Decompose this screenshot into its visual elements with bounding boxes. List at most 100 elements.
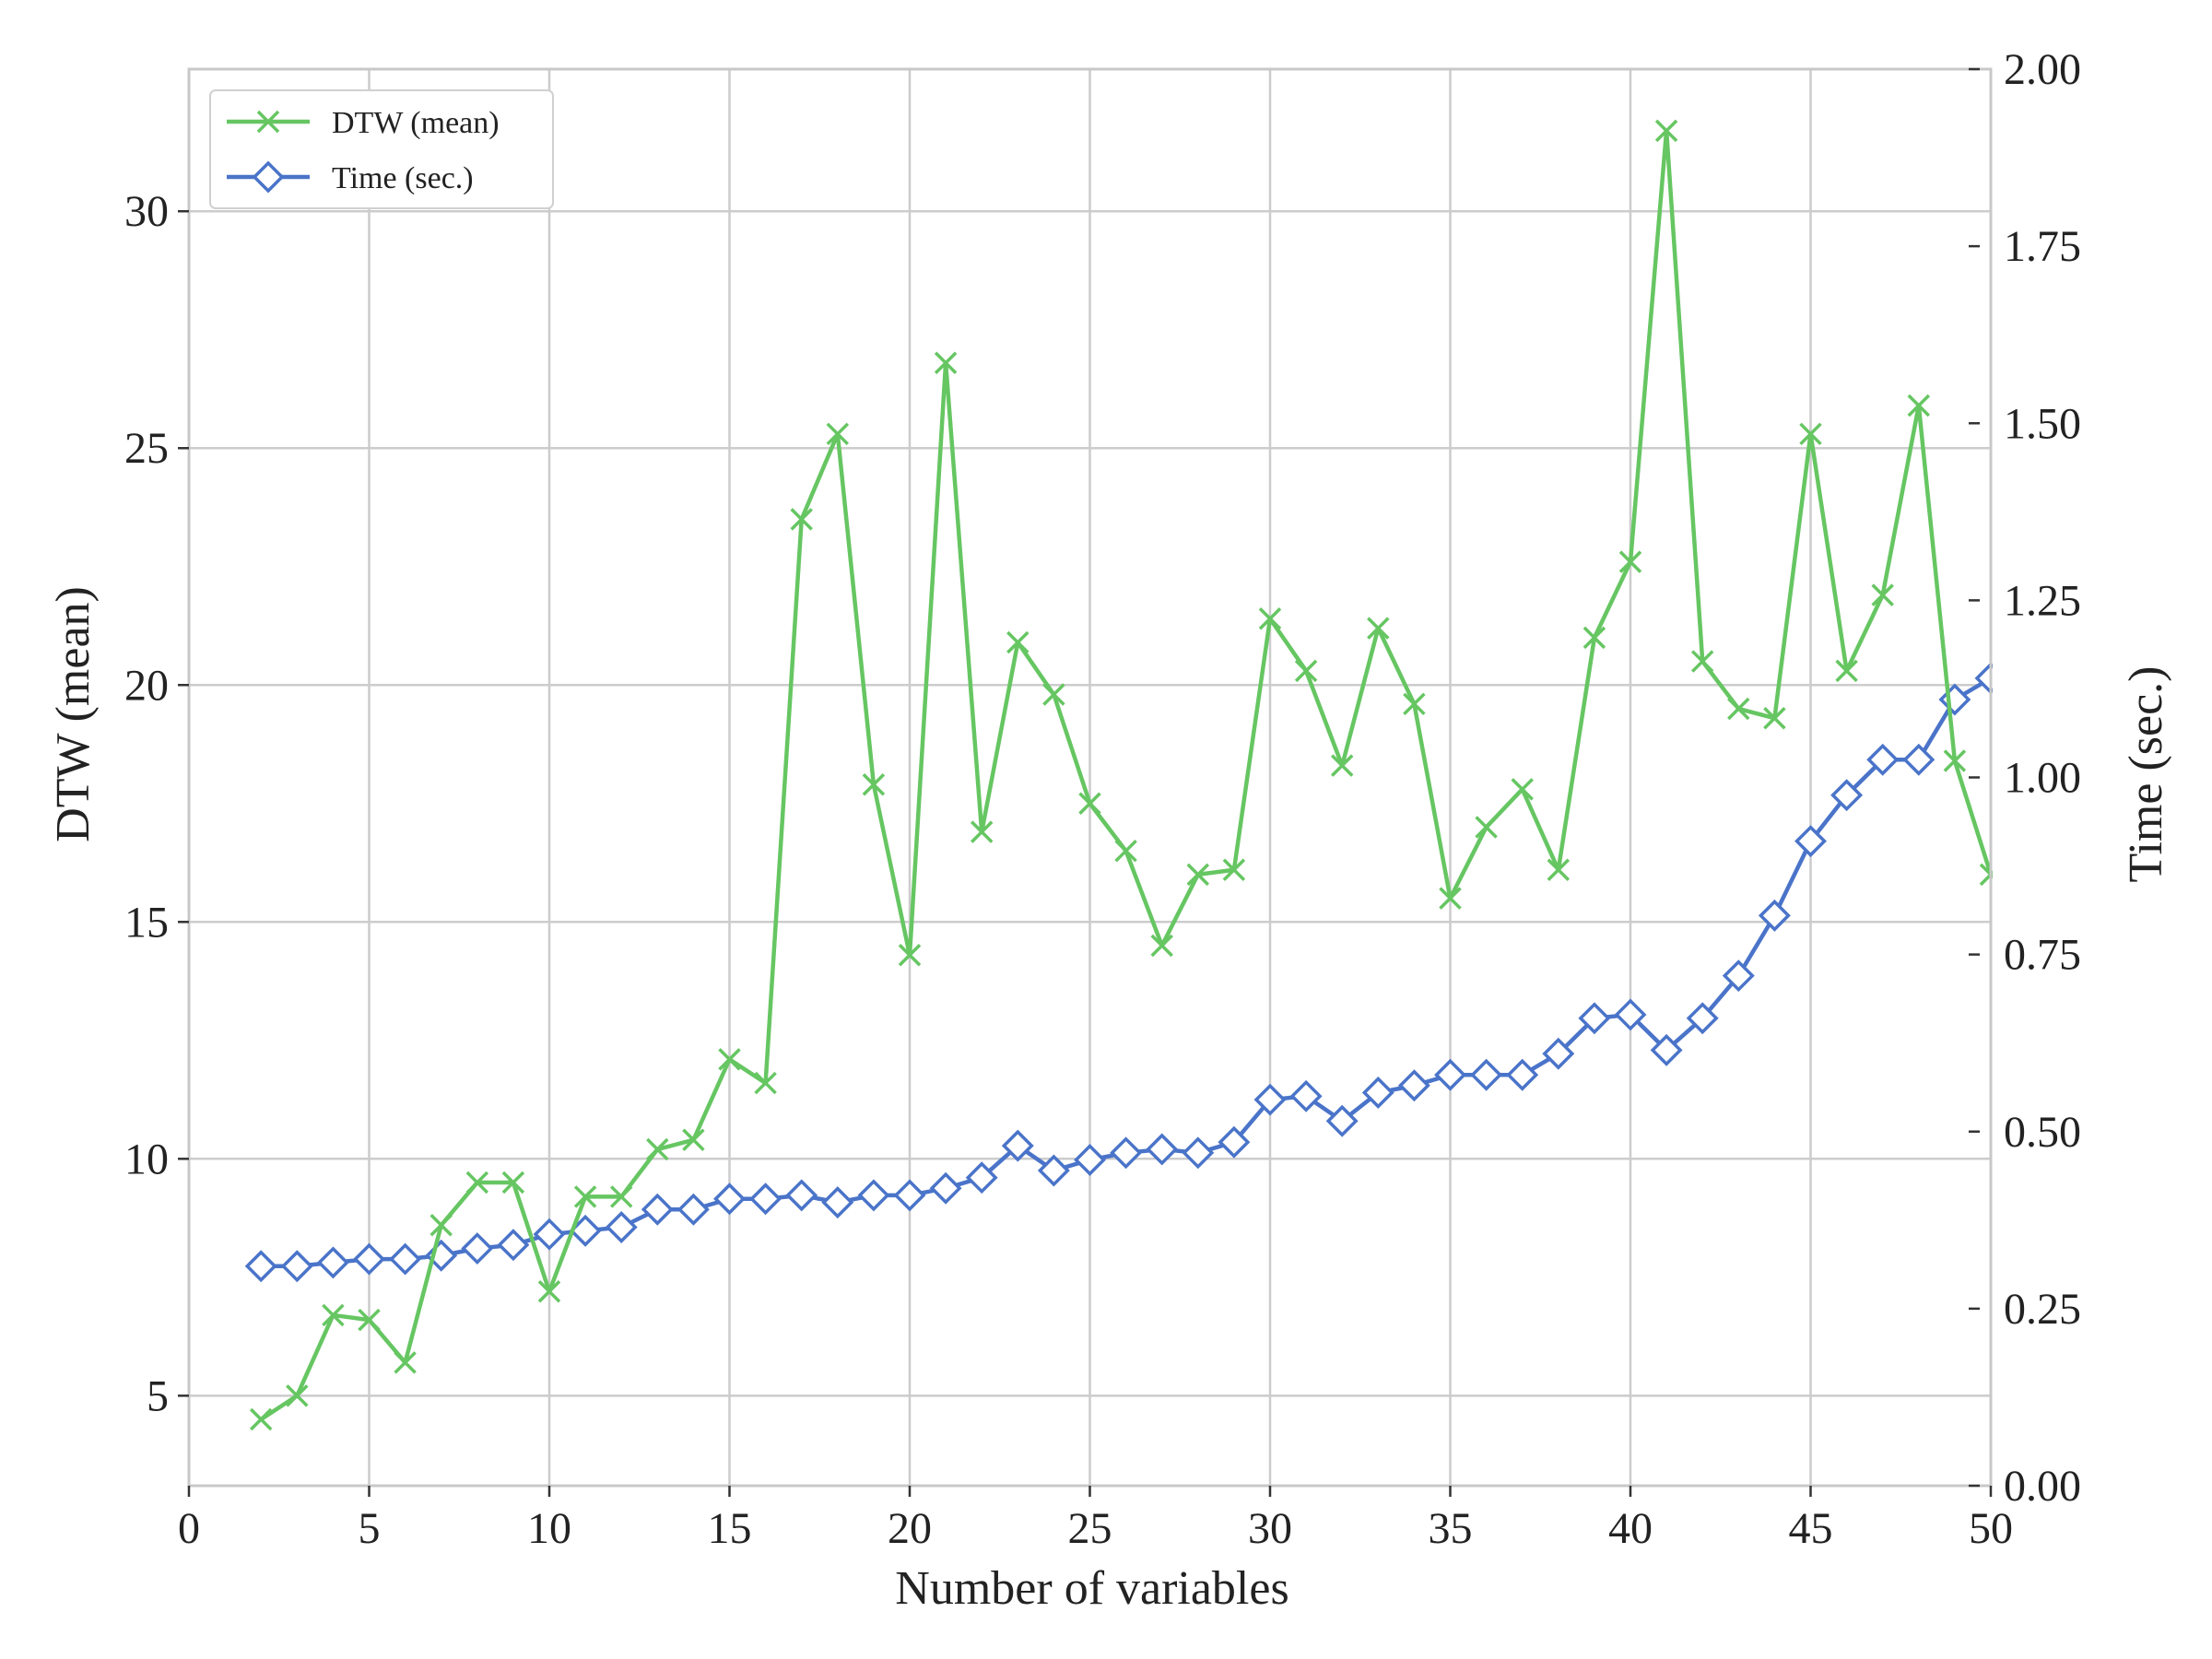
dtw-point [1871, 583, 1894, 606]
dtw-point [249, 1407, 273, 1431]
dtw-point [862, 772, 886, 796]
dtw-point [1222, 858, 1246, 881]
time-point [1758, 899, 1791, 932]
dtw-point-stroke-b [754, 1071, 777, 1095]
legend-entry: DTW (mean) [227, 106, 500, 140]
dtw-point [682, 1128, 705, 1151]
dtw-point-stroke-b [718, 1048, 741, 1071]
time-point [1397, 1069, 1430, 1102]
time-point [1146, 1133, 1179, 1166]
dtw-point [1618, 550, 1642, 573]
dtw-point-stroke-b [1907, 394, 1931, 418]
time-point [1325, 1104, 1359, 1137]
time-point [461, 1232, 494, 1265]
dtw-point [394, 1351, 417, 1374]
dtw-point [1475, 816, 1498, 839]
dtw-point [1330, 754, 1354, 777]
time-point [1614, 998, 1647, 1031]
dtw-point-stroke-b [465, 1171, 489, 1194]
x-tick-label: 25 [1068, 1504, 1112, 1553]
time-point [389, 1242, 422, 1276]
time-point [1470, 1058, 1503, 1091]
x-tick-label: 30 [1248, 1504, 1292, 1553]
dtw-point [1258, 607, 1282, 630]
dtw-point-stroke-b [934, 351, 958, 374]
dtw-point [1511, 778, 1534, 801]
dtw-point [1078, 792, 1101, 816]
dtw-point-stroke-b [1042, 683, 1065, 706]
dtw-point-stroke-b [394, 1351, 417, 1374]
dtw-point-stroke-b [1690, 650, 1714, 673]
x-tick-label: 45 [1789, 1504, 1833, 1553]
legend-entries: DTW (mean) Time (sec.) [227, 106, 500, 195]
dtw-point [1114, 839, 1137, 863]
dtw-point [322, 1303, 345, 1327]
y2-tick-label: 0.75 [2004, 931, 2081, 980]
dtw-point [790, 508, 813, 531]
dtw-point-stroke-b [1222, 858, 1246, 881]
dtw-point-stroke-b [1727, 697, 1750, 721]
time-point [749, 1182, 782, 1216]
dtw-point [1835, 659, 1858, 683]
time-point [280, 1250, 313, 1283]
dtw-point-stroke-b [1547, 858, 1571, 881]
y-tick-label: 10 [124, 1135, 169, 1183]
y-tick-label: 15 [124, 898, 169, 947]
dtw-point [1547, 858, 1571, 881]
legend-label: Time (sec.) [332, 161, 474, 195]
dtw-point [1006, 630, 1030, 654]
time-point [1902, 743, 1936, 776]
time-point [965, 1161, 998, 1194]
legend-marker [252, 160, 285, 194]
dtw-point-stroke-b [286, 1384, 309, 1407]
dtw-point [429, 1214, 453, 1237]
dtw-point [465, 1171, 489, 1194]
time-point [1434, 1058, 1466, 1091]
time-point [1253, 1083, 1287, 1116]
legend-entry: Time (sec.) [227, 160, 474, 195]
dtw-point [286, 1384, 309, 1407]
dtw-point [609, 1185, 633, 1208]
dtw-point [1799, 422, 1822, 446]
time-point [1001, 1129, 1034, 1162]
time-point [641, 1193, 674, 1226]
x-tick-label: 20 [888, 1504, 932, 1553]
time-point [821, 1186, 854, 1219]
dtw-point-stroke-b [322, 1303, 345, 1327]
dtw-point [573, 1185, 597, 1208]
dtw-point [970, 820, 994, 843]
dtw-point-stroke-b [1583, 626, 1606, 650]
dtw-point-stroke-b [1475, 816, 1498, 839]
dtw-point-stroke-b [1294, 659, 1318, 683]
dtw-point [1294, 659, 1318, 683]
time-point [1218, 1125, 1251, 1159]
x-tick-label: 35 [1429, 1504, 1473, 1553]
dtw-point [1367, 617, 1390, 640]
dtw-line [259, 128, 1993, 1421]
y2-tick-label: 0.50 [2004, 1108, 2081, 1157]
time-point [929, 1171, 962, 1205]
legend: DTW (mean) Time (sec.) [209, 89, 554, 209]
dtw-point [1403, 692, 1426, 716]
time-point [497, 1229, 530, 1262]
x-tick-label: 10 [527, 1504, 571, 1553]
dtw-point-stroke-b [1006, 630, 1030, 654]
dtw-point-stroke-b [1367, 617, 1390, 640]
series-layer [244, 119, 1993, 1431]
time-point [713, 1182, 746, 1216]
dtw-point-stroke-b [1654, 119, 1678, 143]
dtw-point-stroke-b [358, 1308, 381, 1332]
x-axis-title: Number of variables [895, 1562, 1288, 1615]
grid-lines [187, 69, 1993, 1486]
dtw-point-stroke-b [1799, 422, 1822, 446]
dtw-point [537, 1280, 561, 1303]
dtw-point [1690, 650, 1714, 673]
dtw-point-stroke-b [1078, 792, 1101, 816]
series-dtw [249, 119, 1993, 1431]
dtw-point [826, 422, 850, 446]
time-point [1542, 1037, 1575, 1070]
time-point [533, 1218, 566, 1251]
dtw-point [754, 1071, 777, 1095]
